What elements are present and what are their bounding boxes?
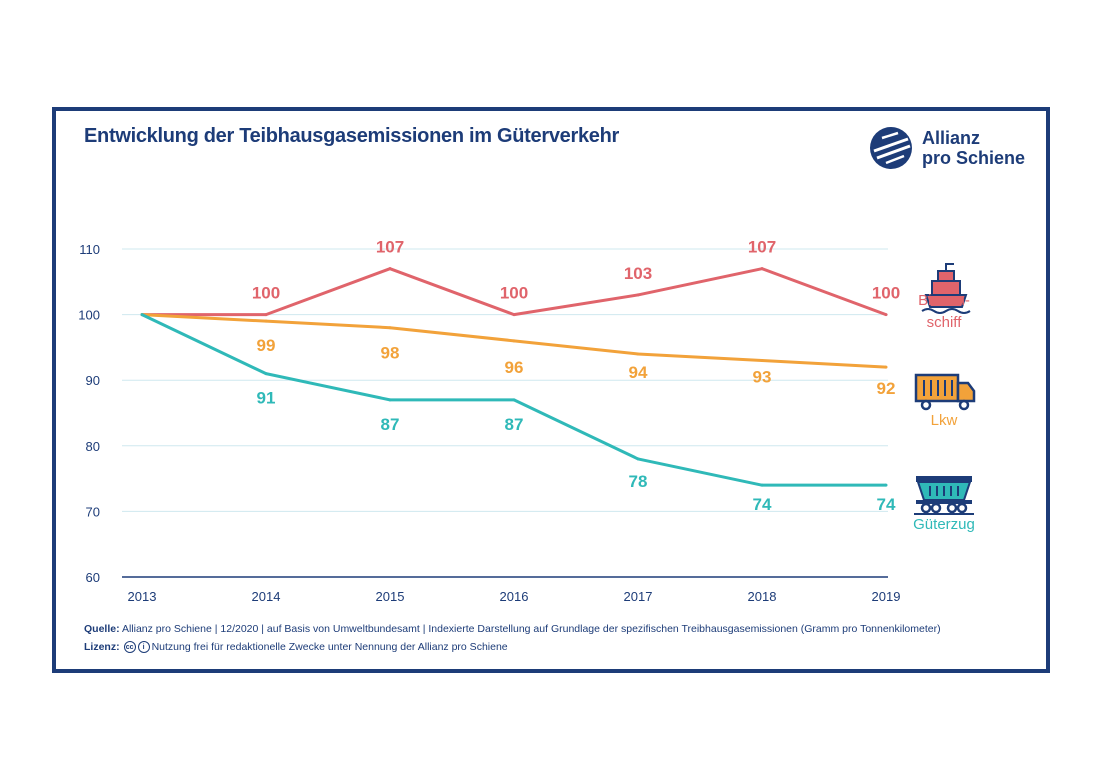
x-tick-label: 2014 [252,589,281,604]
data-point [884,365,888,369]
logo-text: Allianz pro Schiene [922,128,1025,168]
license-text: Nutzung frei für redaktionelle Zwecke un… [151,641,508,653]
data-label: 78 [629,472,648,491]
data-label: 91 [257,389,276,408]
allianz-pro-schiene-logo: Allianz pro Schiene [868,123,1028,175]
data-point [760,359,764,363]
data-point [636,457,640,461]
data-label: 74 [753,495,772,514]
y-tick-label: 80 [86,439,100,454]
line-chart: 60 70 80 90 100 110 2013 2014 2015 2016 2017 2018 20… [78,238,976,604]
data-point [884,313,888,317]
creative-commons-icon: cc [123,641,136,653]
x-tick-label: 2016 [500,589,529,604]
data-point [512,398,516,402]
data-point [388,326,392,330]
ship-icon [921,263,971,314]
y-tick-label: 90 [86,373,100,388]
data-point [636,293,640,297]
source-text: Allianz pro Schiene | 12/2020 | auf Basi… [121,623,941,635]
y-tick-label: 70 [86,504,100,519]
y-tick-label: 60 [86,570,100,585]
source-note: Quelle: Allianz pro Schiene | 12/2020 | … [84,623,941,635]
data-point [264,319,268,323]
data-point [760,483,764,487]
legend-label: Lkw [931,412,958,429]
data-label: 107 [376,238,404,257]
data-point [388,398,392,402]
data-point [140,313,144,317]
chart-title: Entwicklung der Teibhausgasemissionen im… [84,125,619,147]
license-label: Lizenz: [84,641,120,653]
data-label: 74 [877,495,896,514]
data-point [264,313,268,317]
data-label: 94 [629,363,648,382]
data-label: 100 [252,284,280,303]
data-point [884,483,888,487]
y-tick-label: 110 [79,242,100,257]
license-note: Lizenz: cc i Nutzung frei für redaktione… [84,641,508,653]
y-tick-label: 100 [78,308,100,323]
data-point [512,339,516,343]
logo-line-2: pro Schiene [922,148,1026,168]
x-tick-label: 2019 [872,589,901,604]
logo-line-1: Allianz [922,128,981,148]
attribution-icon: i [137,641,150,653]
x-tick-label: 2013 [128,589,157,604]
x-tick-label: 2017 [624,589,653,604]
data-label: 96 [505,358,524,377]
data-label: 87 [505,415,524,434]
legend-label: schiff [927,314,963,331]
data-label: 99 [257,336,276,355]
freight-train-icon [914,476,974,515]
chart-frame: Entwicklung der Teibhausgasemissionen im… [52,107,1050,673]
data-label: 100 [500,284,528,303]
data-label: 92 [877,379,896,398]
data-point [388,267,392,271]
data-label: 98 [381,344,400,363]
data-point [760,267,764,271]
logo-mark-icon [870,127,912,169]
data-point [512,313,516,317]
data-point [636,352,640,356]
data-label: 100 [872,284,900,303]
source-label: Quelle: [84,623,120,635]
data-point [264,372,268,376]
x-tick-label: 2018 [748,589,777,604]
data-label: 93 [753,368,772,387]
data-label: 107 [748,238,776,257]
x-tick-label: 2015 [376,589,405,604]
data-label: 103 [624,264,652,283]
legend-label: Binnen- [918,292,970,309]
legend-label: Güterzug [913,516,975,533]
truck-icon [914,373,976,411]
data-label: 87 [381,415,400,434]
